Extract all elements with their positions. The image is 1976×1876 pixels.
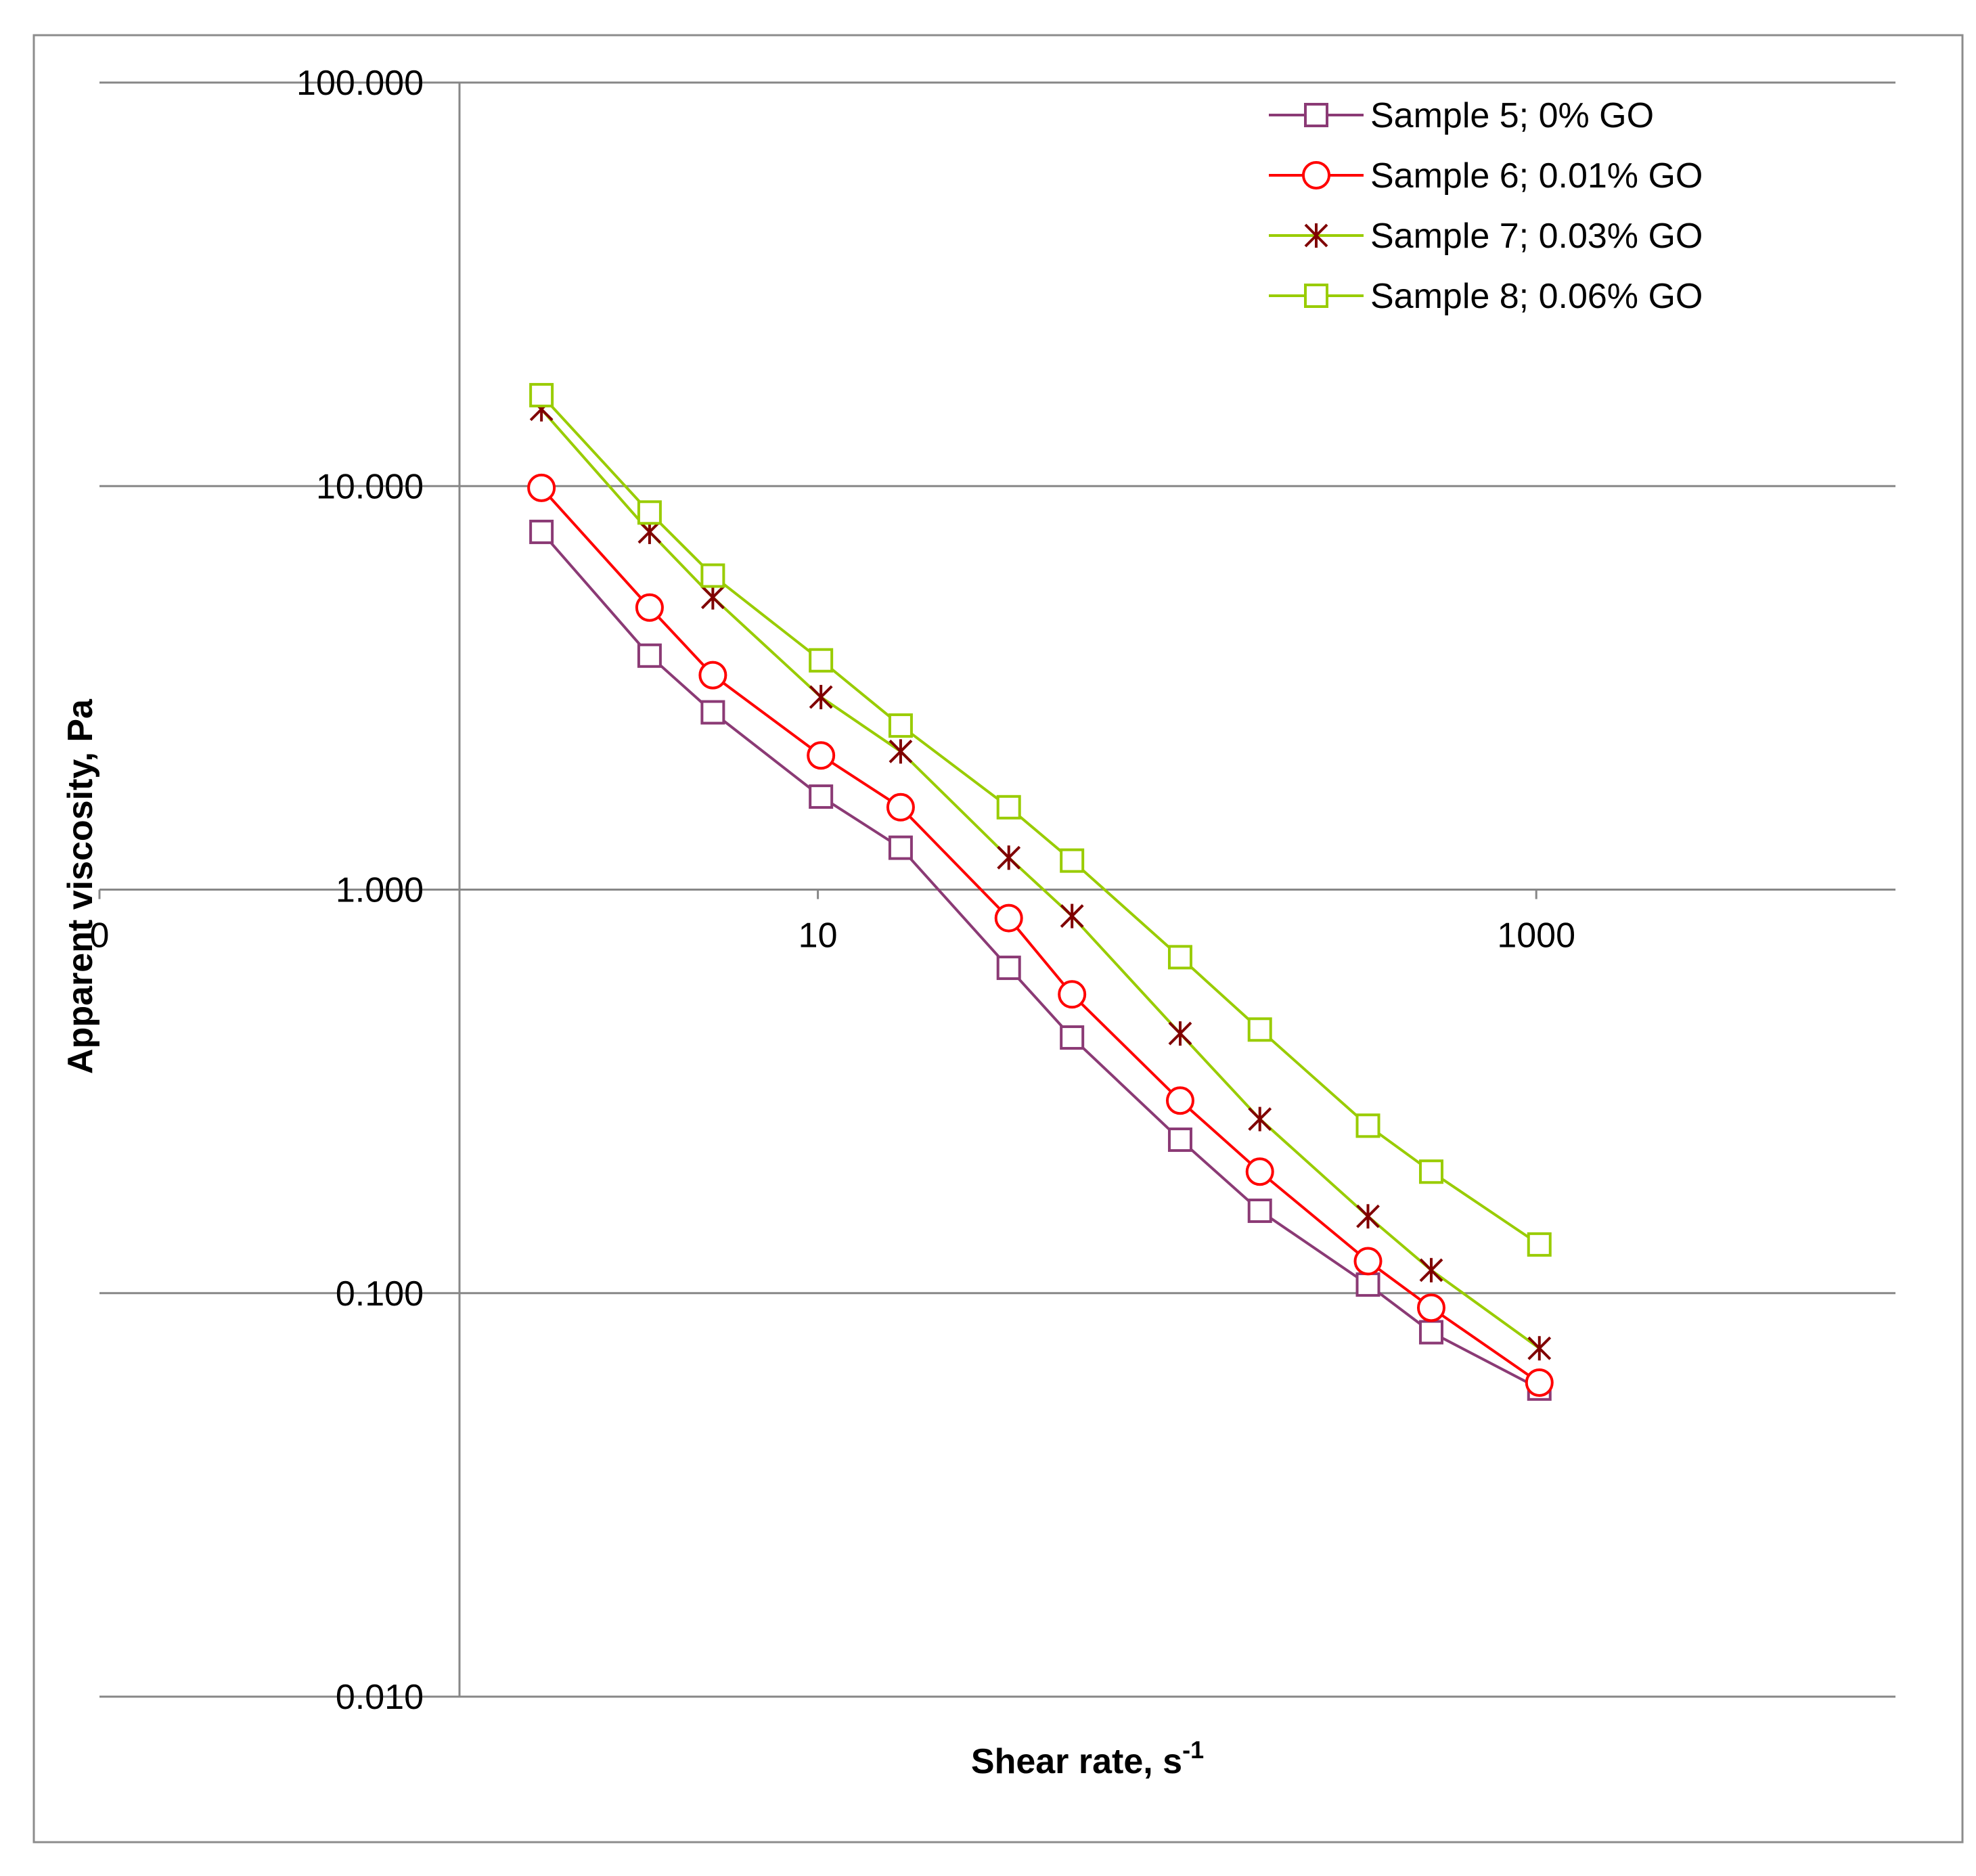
legend-label: Sample 8; 0.06% GO	[1370, 277, 1703, 316]
data-point	[1355, 1272, 1380, 1297]
legend-label: Sample 7; 0.03% GO	[1370, 217, 1703, 256]
data-point	[807, 741, 836, 770]
data-point	[1167, 1127, 1192, 1153]
data-point	[529, 382, 554, 407]
x-tick-label: 0	[90, 916, 110, 956]
x-tick-label: 10	[799, 916, 838, 956]
data-point	[1419, 1257, 1443, 1282]
data-point	[637, 500, 662, 525]
chart-frame	[32, 34, 1964, 1844]
y-tick-label: 1.000	[336, 871, 424, 910]
data-point	[1167, 945, 1192, 970]
data-point	[1416, 1293, 1445, 1322]
data-point	[996, 956, 1021, 981]
data-point	[700, 700, 725, 725]
data-point	[1060, 848, 1085, 873]
x-axis-title: Shear rate, s-1	[971, 1736, 1204, 1781]
data-point	[700, 585, 725, 610]
data-point	[1248, 1107, 1272, 1132]
legend-item: Sample 7; 0.03% GO	[1269, 217, 1703, 256]
y-tick-label: 0.010	[336, 1678, 424, 1717]
data-point	[1247, 1199, 1272, 1224]
legend-item: Sample 5; 0% GO	[1269, 96, 1654, 135]
data-point	[1058, 980, 1087, 1009]
series-1	[529, 519, 1552, 1401]
data-point	[698, 661, 727, 690]
y-tick-labels: 0.010 0.100 1.000 10.000 100.000	[296, 64, 424, 1717]
data-point	[1304, 103, 1328, 127]
data-point	[1247, 1017, 1272, 1042]
data-point	[527, 473, 556, 502]
series-4	[529, 382, 1552, 1257]
data-point	[1302, 161, 1330, 189]
y-axis-title: Apparent viscosity, Pa	[61, 698, 100, 1074]
y-tick-label: 100.000	[296, 64, 424, 103]
data-point	[888, 835, 913, 860]
data-point	[1353, 1247, 1383, 1276]
data-point	[994, 903, 1023, 933]
legend-item: Sample 8; 0.06% GO	[1269, 277, 1703, 316]
data-point	[1245, 1157, 1274, 1186]
data-point	[700, 563, 725, 588]
x-axis-title-superscript: -1	[1182, 1736, 1204, 1764]
data-point	[888, 713, 913, 738]
data-point	[1525, 1368, 1554, 1398]
legend-label: Sample 5; 0% GO	[1370, 96, 1654, 135]
data-point	[996, 795, 1021, 820]
gridlines	[99, 81, 1895, 1698]
data-point	[1356, 1204, 1380, 1229]
data-point	[997, 845, 1021, 870]
data-point	[886, 792, 915, 822]
data-point	[809, 685, 833, 710]
data-point	[1527, 1232, 1552, 1257]
x-tick-labels: 0 10 1000	[90, 889, 1575, 956]
data-point	[637, 643, 662, 668]
series-2	[527, 473, 1554, 1398]
data-point	[1304, 223, 1328, 248]
data-point	[1355, 1113, 1380, 1138]
data-point	[635, 593, 664, 622]
y-tick-label: 10.000	[316, 467, 424, 506]
x-tick-label: 1000	[1497, 916, 1575, 956]
legend-label: Sample 6; 0.01% GO	[1370, 156, 1703, 196]
data-point	[809, 648, 834, 673]
data-point	[1304, 284, 1328, 308]
data-point	[1165, 1086, 1194, 1115]
data-point	[1418, 1320, 1443, 1345]
data-point	[529, 519, 554, 544]
data-point	[889, 739, 913, 764]
y-tick-label: 0.100	[336, 1274, 424, 1314]
data-point	[809, 784, 834, 809]
legend-item: Sample 6; 0.01% GO	[1269, 156, 1703, 196]
data-point	[1060, 903, 1084, 929]
legend: Sample 5; 0% GO Sample 6; 0.01% GO Sample …	[1269, 96, 1703, 316]
data-point	[1060, 1025, 1085, 1050]
series	[527, 382, 1554, 1401]
data-point	[1527, 1336, 1552, 1361]
data-point	[1168, 1021, 1192, 1046]
data-point	[1418, 1159, 1443, 1184]
